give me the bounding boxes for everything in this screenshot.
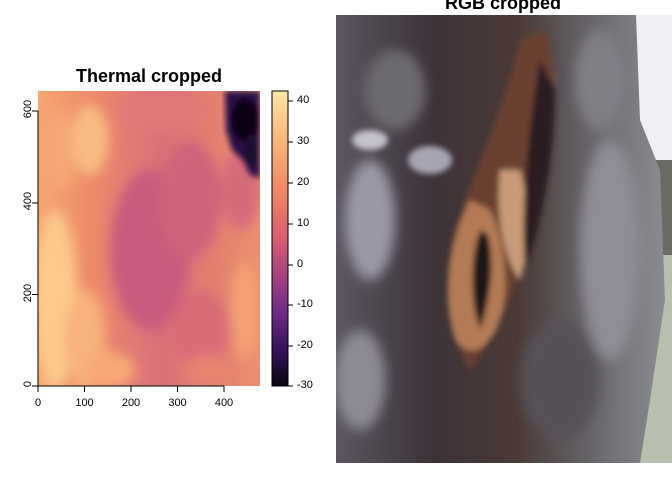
- colorbar-tick: 10: [297, 217, 310, 229]
- colorbar-tick: -10: [297, 298, 313, 310]
- rgb-photo: [336, 15, 672, 463]
- colorbar-tick: 20: [297, 176, 310, 188]
- colorbar-tick: 40: [297, 94, 310, 106]
- colorbar-tick: 0: [297, 258, 304, 270]
- colorbar-tick: 30: [297, 135, 310, 147]
- thermal-x-tick: 300: [168, 397, 187, 409]
- thermal-colorbar: [271, 90, 293, 387]
- colorbar-tick: -20: [297, 339, 313, 351]
- thermal-y-tick: 200: [22, 283, 34, 303]
- thermal-x-tick: 400: [214, 397, 234, 409]
- thermal-title: Thermal cropped: [75, 66, 223, 86]
- rgb-title: RGB cropped: [444, 0, 562, 13]
- thermal-y-tick: 600: [22, 99, 34, 119]
- thermal-x-tick: 100: [75, 397, 94, 409]
- thermal-y-tick: 0: [22, 380, 34, 388]
- thermal-heatmap: [38, 91, 260, 386]
- colorbar-tick: -30: [297, 379, 313, 391]
- thermal-x-tick: 0: [34, 397, 42, 409]
- thermal-y-tick: 400: [22, 191, 34, 211]
- thermal-axes: [32, 110, 225, 392]
- thermal-x-tick: 200: [121, 397, 141, 409]
